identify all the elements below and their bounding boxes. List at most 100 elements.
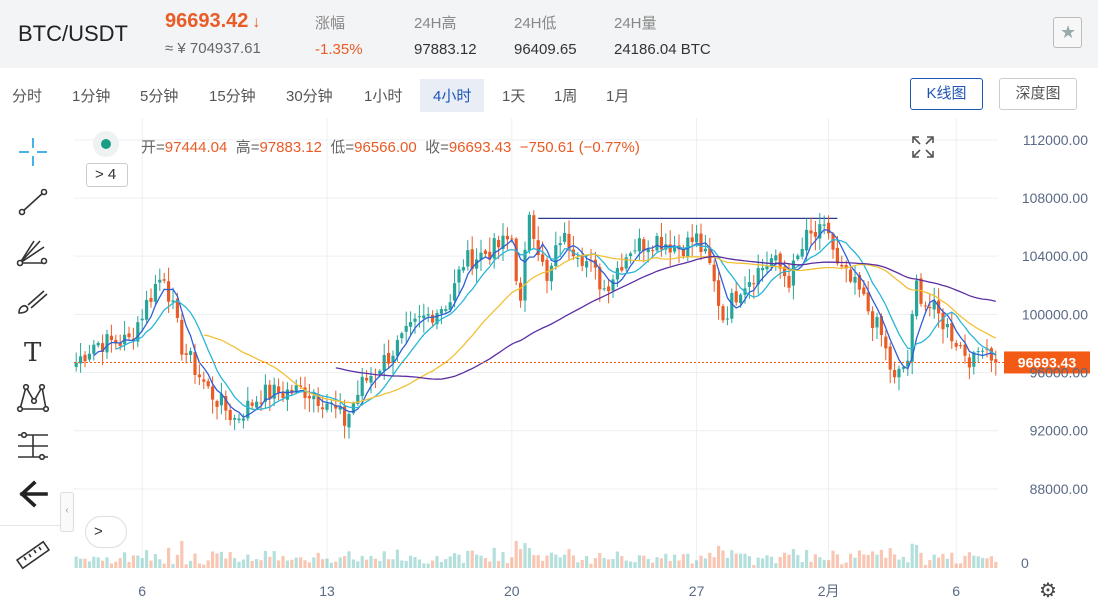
volume-bar xyxy=(334,561,338,568)
x-tick-label: 6 xyxy=(952,583,960,599)
text-icon[interactable]: T xyxy=(14,333,52,368)
gear-icon[interactable]: ⚙ xyxy=(1039,580,1057,602)
volume-bar xyxy=(501,552,505,568)
volume-bar xyxy=(211,551,215,568)
volume-bar xyxy=(866,554,870,568)
candle-body xyxy=(527,214,531,251)
tf-1m[interactable]: 1分钟 xyxy=(72,88,111,105)
volume-bar xyxy=(475,554,479,568)
indicator-toggle-button[interactable]: > 4 xyxy=(86,163,128,187)
depth-view-button[interactable]: 深度图 xyxy=(999,78,1077,110)
candle-body xyxy=(277,386,281,394)
fullscreen-icon[interactable] xyxy=(910,134,936,160)
volume-bar xyxy=(699,555,703,568)
candle-body xyxy=(558,243,562,246)
candle-body xyxy=(417,316,421,318)
candle-body xyxy=(655,236,659,251)
ruler-icon[interactable] xyxy=(14,538,52,572)
volume-bar xyxy=(92,556,96,568)
tf-1w[interactable]: 1周 xyxy=(554,88,578,105)
candle-body xyxy=(149,297,153,302)
trend-line-icon[interactable] xyxy=(14,185,52,219)
volume-bar xyxy=(479,555,483,568)
tf-1h[interactable]: 1小时 xyxy=(364,88,403,105)
stat-24h-low: 24H低 96409.65 xyxy=(514,15,577,58)
candlestick-chart[interactable]: 96693.43 112000.00 108000.00 104000.00 10000… xyxy=(0,118,1098,601)
candle-body xyxy=(501,235,505,249)
candle-body xyxy=(536,240,540,255)
volume-bar xyxy=(708,552,712,568)
volume-bar xyxy=(351,559,355,568)
cny-price: ≈ ¥ 704937.61 xyxy=(165,40,261,57)
candle-body xyxy=(875,317,879,328)
volume-bar xyxy=(941,553,945,568)
ohlc-low: 96566.00 xyxy=(354,139,417,156)
volume-bar xyxy=(356,561,360,568)
candle-body xyxy=(444,309,448,312)
candle-body xyxy=(563,232,567,242)
volume-bar xyxy=(624,560,628,568)
volume-bar xyxy=(734,553,738,568)
brush-icon[interactable] xyxy=(14,285,52,319)
volume-bar xyxy=(277,560,281,568)
volume-bar xyxy=(167,547,171,568)
volume-bar xyxy=(343,556,347,568)
candle-body xyxy=(96,342,100,346)
candle-body xyxy=(774,255,778,261)
candle-body xyxy=(241,418,245,421)
moving-average-line xyxy=(93,229,997,418)
tf-1mo[interactable]: 1月 xyxy=(606,88,630,105)
volume-bar xyxy=(466,550,470,568)
current-price-label: 96693.43 xyxy=(1018,354,1077,370)
candle-body xyxy=(246,400,250,419)
volume-bar xyxy=(827,560,831,568)
fib-fan-icon[interactable] xyxy=(14,235,52,269)
volume-bar xyxy=(651,562,655,568)
chart-settings-dot-button[interactable] xyxy=(93,131,119,157)
candle-body xyxy=(840,264,844,267)
favorite-button[interactable]: ★ xyxy=(1053,17,1082,48)
candle-body xyxy=(79,356,83,364)
candle-body xyxy=(105,334,109,353)
current-price-tag xyxy=(1004,351,1090,374)
tf-1d[interactable]: 1天 xyxy=(502,88,526,105)
volume-bar xyxy=(747,556,751,568)
tf-4h[interactable]: 4小时 xyxy=(420,79,485,112)
volume-bar xyxy=(897,559,901,568)
volume-toggle-button[interactable]: > xyxy=(85,516,127,548)
back-arrow-icon[interactable] xyxy=(14,477,52,511)
volume-bar xyxy=(395,549,399,568)
volume-bar xyxy=(994,561,998,568)
volume-bar xyxy=(607,559,611,568)
candle-body xyxy=(765,265,769,270)
crosshair-icon[interactable] xyxy=(14,135,52,169)
tf-15m[interactable]: 15分钟 xyxy=(209,88,256,105)
volume-bar xyxy=(765,555,769,568)
candle-body xyxy=(963,344,967,356)
candle-body xyxy=(184,353,188,355)
volume-bar xyxy=(233,558,237,568)
collapse-toolbar-button[interactable]: ‹ xyxy=(60,492,74,532)
volume-bar xyxy=(615,551,619,568)
pattern-icon[interactable] xyxy=(14,381,52,415)
candle-body xyxy=(211,386,215,400)
candle-body xyxy=(690,237,694,242)
tf-30m[interactable]: 30分钟 xyxy=(286,88,333,105)
tf-timeline[interactable]: 分时 xyxy=(12,88,43,105)
ohlc-change: −750.61 xyxy=(519,139,575,156)
candle-body xyxy=(932,301,936,310)
ohlc-open: 97444.04 xyxy=(164,139,228,156)
candle-body xyxy=(805,229,809,251)
volume-bar xyxy=(219,551,223,568)
candle-body xyxy=(796,255,800,260)
volume-bar xyxy=(255,559,259,568)
tf-5m[interactable]: 5分钟 xyxy=(140,88,179,105)
kline-view-button[interactable]: K线图 xyxy=(910,78,983,110)
measure-levels-icon[interactable] xyxy=(14,429,52,463)
volume-bar xyxy=(932,554,936,568)
volume-bar xyxy=(642,555,646,568)
candle-body xyxy=(338,406,342,410)
candle-body xyxy=(400,333,404,339)
candle-body xyxy=(822,224,826,226)
volume-bar xyxy=(783,552,787,568)
